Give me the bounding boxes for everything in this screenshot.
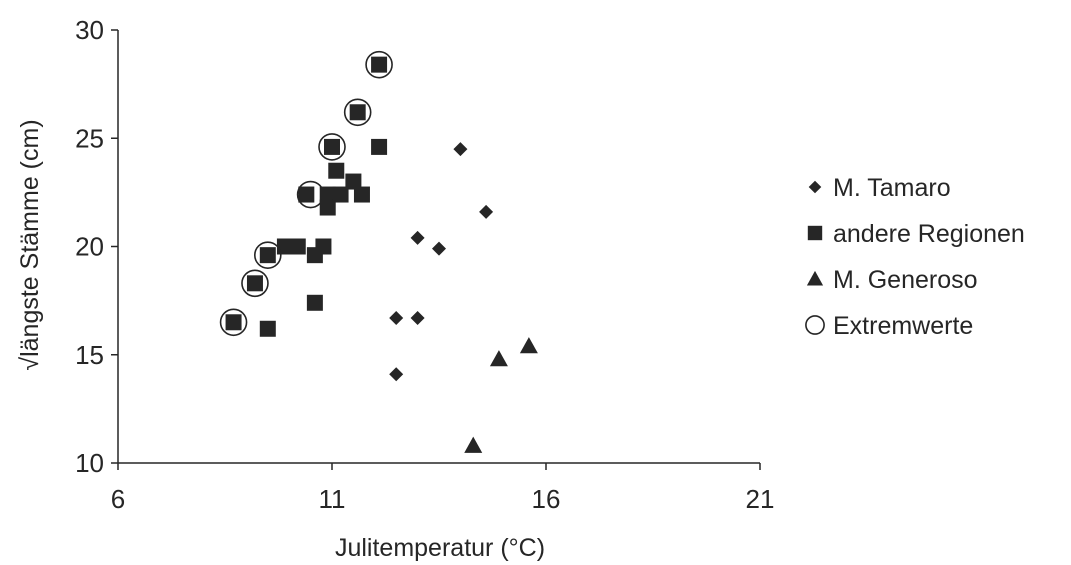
tamaro-point [453, 142, 468, 157]
generoso-point [464, 436, 483, 453]
andere-regionen-point [289, 238, 306, 255]
x-tick-label: 6 [111, 484, 125, 514]
andere-regionen-point [371, 138, 388, 155]
tamaro-point [389, 310, 404, 325]
x-axis-label: Julitemperatur (°C) [335, 534, 545, 562]
tamaro-point [389, 367, 404, 382]
extremwert-circle [219, 308, 248, 337]
y-tick-label: 20 [75, 232, 104, 262]
andere-regionen-point [371, 56, 388, 73]
andere-regionen-point [324, 138, 340, 155]
y-axis-label: √längste Stämme (cm) [16, 119, 44, 370]
legend-label: M. Generoso [833, 266, 978, 294]
andere-regionen-point [276, 238, 293, 255]
generoso-point [519, 337, 538, 354]
y-tick-label: 15 [75, 340, 104, 370]
chart-marks [219, 50, 538, 453]
extremwert-circle [253, 241, 282, 269]
y-tick-label: 30 [75, 15, 104, 45]
andere-regionen-point [246, 275, 263, 292]
andere-regionen-point [319, 199, 336, 216]
andere-regionen-point [349, 104, 366, 121]
andere-regionen-point [259, 247, 276, 264]
x-tick-label: 16 [532, 484, 561, 514]
andere-regionen-point [345, 173, 362, 190]
tamaro-point [432, 241, 446, 256]
x-tick-label: 11 [319, 484, 346, 514]
y-tick-label: 10 [75, 448, 104, 478]
chart-ticks: 10 15 20 25 30 6 11 16 21 [75, 15, 774, 514]
andere-regionen-point [298, 186, 315, 203]
extremwert-circle [343, 98, 372, 127]
extremwert-circle [365, 50, 393, 79]
generoso-point [489, 350, 508, 367]
x-tick-label: 21 [746, 484, 775, 514]
tamaro-point [410, 310, 425, 325]
extremwert-circle [318, 133, 346, 161]
tamaro-point [479, 204, 494, 219]
tamaro-point [410, 230, 425, 245]
legend-marker [808, 180, 822, 194]
legend-label: M. Tamaro [833, 174, 951, 202]
chart-legend: M. Tamaro andere Regionen M. Generoso Extre… [805, 174, 1025, 340]
extremwert-circle [241, 269, 269, 298]
extremwert-circle [296, 180, 325, 209]
y-tick-label: 25 [75, 123, 104, 153]
andere-regionen-point [332, 186, 349, 203]
legend-label: andere Regionen [833, 220, 1025, 248]
andere-regionen-point [328, 162, 345, 179]
andere-regionen-point [353, 186, 370, 203]
legend-label: Extremwerte [833, 312, 973, 340]
legend-marker [806, 270, 824, 286]
andere-regionen-point [306, 294, 323, 311]
andere-regionen-point [225, 314, 242, 331]
andere-regionen-point [259, 320, 276, 337]
andere-regionen-point [306, 247, 323, 264]
legend-marker [805, 315, 825, 335]
legend-marker [807, 225, 823, 241]
